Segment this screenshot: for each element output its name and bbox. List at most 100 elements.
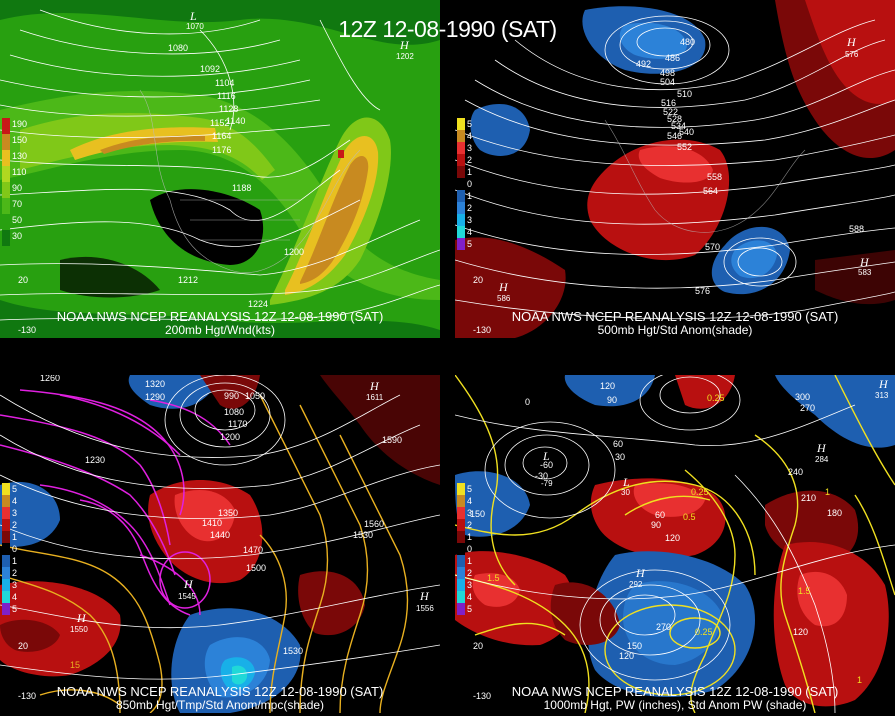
contour-label: 0 (525, 397, 531, 407)
high-value: 1611 (366, 393, 384, 402)
high-center-marker: H (370, 379, 379, 393)
contour-label: 1212 (178, 275, 199, 285)
pw-label: 1 (825, 487, 831, 497)
contour-label: 510 (677, 89, 693, 99)
contour-label: 546 (667, 131, 683, 141)
contour-label: 504 (660, 77, 676, 87)
contour-label: 120 (793, 627, 809, 637)
contour-label: 150 (470, 509, 486, 519)
low-value: 30 (621, 488, 630, 497)
contour-label: 516 (661, 98, 677, 108)
high-value: 292 (629, 580, 643, 589)
panel-200mb-height-wind: 190 150 130 110 90 70 50 30 1080 1092 11… (0, 0, 440, 338)
contour-label: 1050 (245, 391, 266, 401)
lat-label: 20 (18, 641, 29, 651)
lon-label: -130 (18, 691, 37, 701)
high-center-marker: H (499, 280, 508, 294)
contour-label: 588 (849, 224, 865, 234)
high-center-marker: H (636, 566, 645, 580)
contour-label: 492 (636, 59, 652, 69)
pw-label: 0.25 (707, 393, 725, 403)
anomaly-legend: 5 4 3 2 1 0 1 2 3 4 5 (457, 118, 481, 250)
contour-label: 528 (667, 114, 683, 124)
panel-subcaption: 850mb Hgt/Tmp/Std Anom/mpc(shade) (115, 698, 325, 712)
panel-caption: NOAA NWS NCEP REANALYSIS 12Z 12-08-1990 … (56, 684, 384, 699)
panel-500mb-height-anomaly: 5 4 3 2 1 0 1 2 3 4 5 480 486 492 498 50… (455, 0, 895, 338)
lat-label: 20 (473, 275, 484, 285)
low-value: -79 (541, 479, 553, 488)
panel-850mb-height-temp-anomaly: 5 4 3 2 1 0 1 2 3 4 5 1260 1320 1290 123… (0, 375, 440, 713)
contour-label: 564 (703, 186, 719, 196)
contour-label: 1140 (226, 116, 246, 126)
contour-label: 240 (788, 467, 804, 477)
high-value: 576 (845, 50, 859, 59)
panel-caption: NOAA NWS NCEP REANALYSIS 12Z 12-08-1990 … (56, 309, 384, 324)
contour-label: 1104 (215, 78, 235, 88)
pw-label: 0.25 (691, 487, 709, 497)
contour-label: 210 (801, 493, 817, 503)
contour-label: 90 (607, 395, 618, 405)
lon-label: -130 (473, 325, 492, 335)
high-center-marker: H (879, 377, 888, 391)
contour-label: 270 (800, 403, 816, 413)
contour-label: 1128 (219, 104, 239, 114)
contour-label: 120 (665, 533, 681, 543)
contour-label: 60 (613, 439, 624, 449)
map-500mb (455, 0, 895, 338)
contour-label: 60 (655, 510, 666, 520)
contour-label: 576 (695, 286, 711, 296)
anomaly-legend: 5 4 3 2 1 0 1 2 3 4 5 (457, 483, 481, 615)
contour-label: 1290 (145, 392, 166, 402)
pw-label: 0.5 (683, 512, 696, 522)
contour-label: 522 (663, 107, 679, 117)
panel-subcaption: 1000mb Hgt, PW (inches), Std Anom PW (sh… (543, 698, 807, 712)
anomaly-legend: 5 4 3 2 1 0 1 2 3 4 5 (2, 483, 26, 615)
contour-label: 150 (627, 641, 643, 651)
high-value: 1550 (70, 625, 88, 634)
low-center-marker: L (623, 475, 630, 489)
panel-subcaption: 500mb Hgt/Std Anom(shade) (597, 323, 753, 337)
high-center-marker: H (77, 611, 86, 625)
lon-label: -130 (18, 325, 37, 335)
contour-label: 570 (705, 242, 721, 252)
pw-label: 0.25 (695, 627, 713, 637)
pw-label: 1.5 (798, 586, 811, 596)
contour-label: 120 (600, 381, 616, 391)
high-center-marker: H (420, 589, 429, 603)
contour-label: 1152 (210, 118, 230, 128)
high-value: 284 (815, 455, 829, 464)
contour-label: 1410 (202, 518, 223, 528)
contour-label: 1080 (168, 43, 189, 53)
low-value: 1070 (186, 22, 204, 31)
contour-label: 1176 (212, 145, 232, 155)
contour-label: 1170 (228, 419, 248, 429)
contour-label: 1530 (283, 646, 304, 656)
high-value: 313 (875, 391, 889, 400)
contour-label: 1350 (218, 508, 239, 518)
low-center-marker: L (543, 449, 550, 463)
contour-label: 1092 (200, 64, 221, 74)
contour-label: 270 (656, 622, 672, 632)
map-850mb (0, 375, 440, 713)
panel-subcaption: 200mb Hgt/Wnd(kts) (164, 323, 276, 337)
contour-label: 1470 (243, 545, 264, 555)
contour-label: 1500 (246, 563, 267, 573)
contour-label: 1200 (220, 432, 241, 442)
contour-label: -60 (540, 460, 554, 470)
map-title: 12Z 12-08-1990 (SAT) (338, 16, 557, 42)
temp-label: 15 (70, 660, 81, 670)
contour-label: 486 (665, 53, 681, 63)
lat-label: 20 (18, 275, 29, 285)
map-1000mb (455, 375, 895, 713)
contour-label: 1164 (212, 131, 232, 141)
contour-label: 1440 (210, 530, 231, 540)
contour-label: 498 (660, 68, 676, 78)
high-center-marker: H (817, 441, 826, 455)
map-200mb (0, 0, 440, 338)
contour-label: 1590 (382, 435, 403, 445)
contour-label: 1200 (284, 247, 305, 257)
contour-label: 1230 (85, 455, 106, 465)
contour-label: 180 (827, 508, 843, 518)
high-value: 1202 (396, 52, 414, 61)
high-center-marker: H (860, 255, 869, 269)
